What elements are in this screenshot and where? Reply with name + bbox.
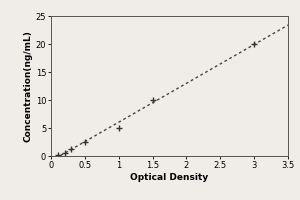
X-axis label: Optical Density: Optical Density	[130, 173, 208, 182]
Y-axis label: Concentration(ng/mL): Concentration(ng/mL)	[24, 30, 33, 142]
